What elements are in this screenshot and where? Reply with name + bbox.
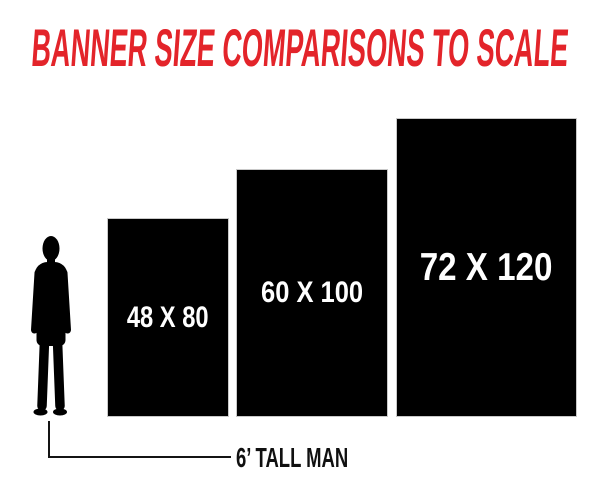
banner-60x100: 60 X 100 <box>236 169 388 417</box>
banner-72x120: 72 X 120 <box>396 118 577 417</box>
banner-size-label: 48 X 80 <box>127 300 209 334</box>
man-silhouette-icon <box>31 236 71 416</box>
banner-size-label: 60 X 100 <box>260 276 364 309</box>
page-title: BANNER SIZE COMPARISONS TO SCALE <box>29 18 571 78</box>
title-row: BANNER SIZE COMPARISONS TO SCALE <box>0 18 600 78</box>
banner-48x80: 48 X 80 <box>107 218 229 417</box>
reference-label: 6’ TALL MAN <box>236 442 349 473</box>
connector-line-vertical <box>48 421 50 458</box>
banner-size-label: 72 X 120 <box>420 246 553 289</box>
connector-line-horizontal <box>48 456 231 458</box>
